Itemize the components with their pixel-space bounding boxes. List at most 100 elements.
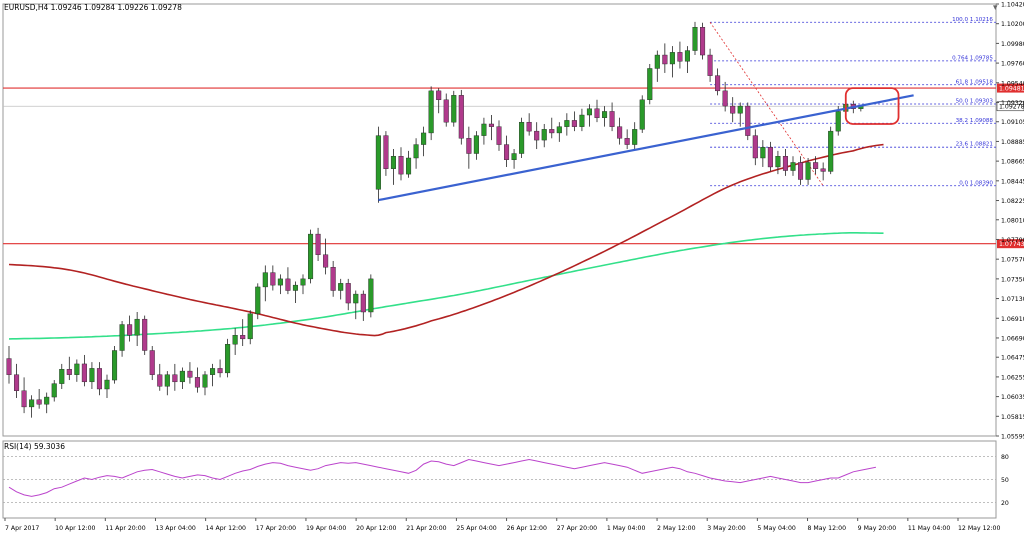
candle-body xyxy=(368,278,374,313)
highlight-box xyxy=(844,87,900,125)
fib-level-label: 38.2 1.09088 xyxy=(956,118,994,124)
rsi-tick-label: 50 xyxy=(1001,477,1009,484)
candle-body xyxy=(413,144,419,159)
time-tick-label: 21 Apr 20:00 xyxy=(406,525,446,532)
candle-body xyxy=(353,293,359,304)
candle-body xyxy=(473,135,479,154)
candle-body xyxy=(722,90,728,107)
candle-body xyxy=(51,383,57,398)
candle-body xyxy=(752,135,758,159)
candle-body xyxy=(692,27,698,51)
time-tick-label: 8 May 12:00 xyxy=(808,525,847,532)
level-price-tag-label: 1.07743 xyxy=(999,241,1024,248)
candle-body xyxy=(556,126,562,134)
candle-body xyxy=(564,120,570,127)
rsi-tick-label: 20 xyxy=(1001,500,1009,507)
time-tick-label: 26 Apr 12:00 xyxy=(507,525,547,532)
close-window-icon[interactable]: ▾ xyxy=(993,3,998,13)
candle-body xyxy=(677,52,683,62)
candle-body xyxy=(104,379,110,390)
time-tick-label: 3 May 20:00 xyxy=(707,525,746,532)
candle-body xyxy=(662,54,668,65)
candle-body xyxy=(398,156,404,175)
candle-body xyxy=(782,156,788,171)
candle-body xyxy=(436,90,442,101)
rsi-line xyxy=(8,458,876,497)
candle-body xyxy=(149,350,155,375)
candle-body xyxy=(647,68,653,101)
level-price-tag-label: 1.09481 xyxy=(999,86,1024,93)
candle-body xyxy=(315,233,321,255)
price-axis: 1.10420 1.10200 1.09980 1.09760 1.09540 1.093… xyxy=(996,2,1024,441)
fib-level-label: 23.6 1.08821 xyxy=(956,142,994,148)
candle-body xyxy=(496,126,502,145)
candle-body xyxy=(654,54,660,69)
candle-body xyxy=(421,132,427,145)
fib-level-label: 0.0 1.08390 xyxy=(959,180,993,186)
candle-body xyxy=(624,138,630,145)
price-tick-label: 1.09980 xyxy=(1001,41,1024,48)
candle-body xyxy=(488,123,494,127)
time-tick-label: 11 Apr 20:00 xyxy=(105,525,145,532)
candle-body xyxy=(360,293,366,313)
candle-body xyxy=(835,111,841,132)
candle-body xyxy=(579,114,585,127)
price-tick-label: 1.06035 xyxy=(1001,394,1024,401)
candle-body xyxy=(262,272,268,288)
time-tick-label: 12 May 12:00 xyxy=(958,525,1000,532)
candle-body xyxy=(164,374,170,387)
fibonacci-retracement: 100.0 1.10216 0.764 1.09785 61.8 1.09518 50… xyxy=(709,17,996,186)
ascending-trendline xyxy=(378,94,914,202)
candlesticks xyxy=(6,21,864,418)
price-tick-label: 1.07790 xyxy=(1001,237,1024,244)
candle-body xyxy=(541,129,547,141)
candle-body xyxy=(775,156,781,168)
fib-level-label: 50.0 1.09303 xyxy=(956,99,994,105)
candle-body xyxy=(609,111,615,127)
candle-body xyxy=(828,130,834,172)
candle-body xyxy=(820,168,826,172)
candle-body xyxy=(406,157,412,175)
candle-body xyxy=(428,90,434,134)
candle-body xyxy=(29,399,35,408)
candle-body xyxy=(383,135,389,169)
time-tick-label: 14 Apr 12:00 xyxy=(206,525,246,532)
candle-body xyxy=(715,75,721,92)
candle-body xyxy=(813,162,819,169)
candle-body xyxy=(700,27,706,56)
candle-body xyxy=(737,105,743,114)
moving-averages xyxy=(8,143,884,340)
candle-body xyxy=(390,156,396,169)
candle-body xyxy=(240,335,246,340)
time-tick-label: 5 May 04:00 xyxy=(757,525,796,532)
time-tick-label: 11 May 04:00 xyxy=(908,525,950,532)
candle-body xyxy=(345,283,351,304)
candle-body xyxy=(519,121,525,154)
candle-body xyxy=(639,99,645,130)
price-tick-label: 1.08885 xyxy=(1001,139,1024,146)
time-tick-label: 20 Apr 12:00 xyxy=(356,525,396,532)
candle-body xyxy=(330,267,336,291)
price-tick-label: 1.08225 xyxy=(1001,198,1024,205)
chart-header-label: EURUSD,H4 1.09246 1.09284 1.09226 1.0927… xyxy=(4,3,182,12)
price-tick-label: 1.09540 xyxy=(1001,80,1024,87)
candle-body xyxy=(59,369,65,384)
time-tick-label: 27 Apr 20:00 xyxy=(557,525,597,532)
price-tick-label: 1.06475 xyxy=(1001,355,1024,362)
price-tick-label: 1.08665 xyxy=(1001,159,1024,166)
price-tick-label: 1.07130 xyxy=(1001,296,1024,303)
candle-body xyxy=(707,54,713,76)
price-tick-label: 1.05815 xyxy=(1001,414,1024,421)
candle-body xyxy=(21,390,27,408)
rsi-tick-label: 80 xyxy=(1001,454,1009,461)
price-tick-label: 1.07570 xyxy=(1001,257,1024,264)
candle-body xyxy=(684,50,690,62)
time-tick-label: 13 Apr 04:00 xyxy=(155,525,195,532)
highlight-box-rect xyxy=(844,87,900,125)
candle-body xyxy=(730,105,736,114)
trendline xyxy=(378,94,914,202)
current-price-tag-label: 1.09278 xyxy=(999,104,1024,111)
candle-body xyxy=(232,335,238,345)
level-price-tag xyxy=(997,239,1024,249)
